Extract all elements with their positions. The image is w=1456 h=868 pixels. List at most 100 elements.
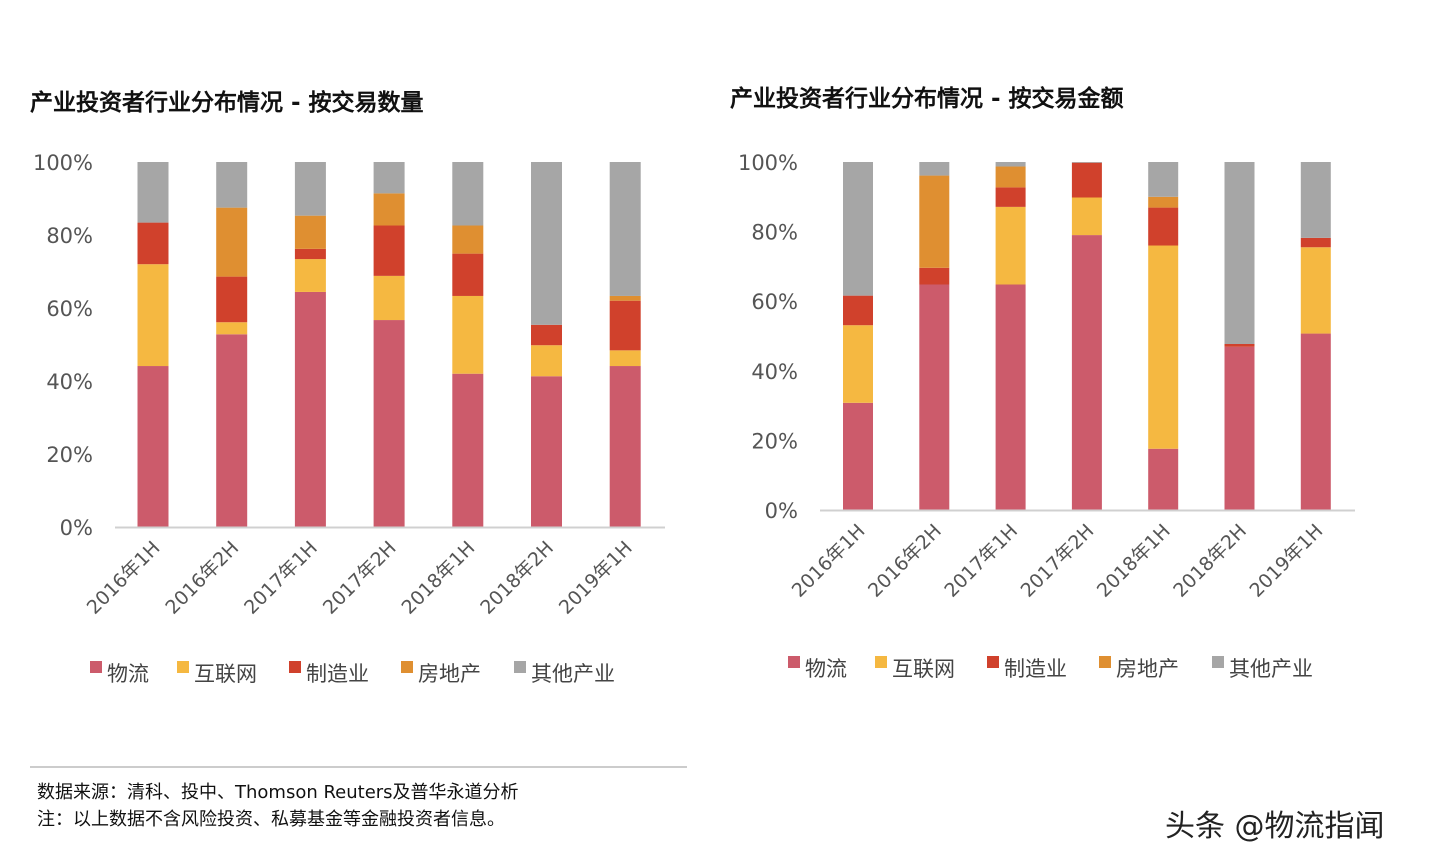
legend-swatch [987, 656, 999, 668]
y-tick-label: 100% [738, 151, 798, 175]
bar-segment [919, 162, 950, 176]
bar-segment [137, 162, 169, 223]
bar-segment [1224, 162, 1255, 345]
bar-segment [373, 225, 405, 276]
bar-segment [1224, 346, 1255, 510]
bar-segment [1148, 448, 1179, 510]
bar-segment [294, 291, 326, 527]
bar-segment [995, 206, 1026, 285]
bar-segment [1071, 197, 1102, 236]
chart-title: 产业投资者行业分布情况 - 按交易金额 [730, 85, 1124, 112]
legend-label: 房地产 [1116, 657, 1179, 681]
bar-segment [609, 300, 641, 351]
bar-segment [609, 162, 641, 296]
bar-segment [609, 366, 641, 527]
legend-swatch [90, 661, 102, 673]
chart-1: 产业投资者行业分布情况 - 按交易数量 0% 20% 40% 60% 80% 100% 201… [30, 89, 665, 686]
y-tick-label: 20% [46, 443, 93, 467]
bar-segment [531, 162, 562, 325]
bar-segment [452, 225, 484, 254]
bar-segment [452, 373, 484, 527]
bar-segment [1300, 237, 1331, 248]
bar-segment [216, 162, 248, 208]
x-tick-label: 2017年2H [1017, 520, 1099, 602]
chart-title: 产业投资者行业分布情况 - 按交易数量 [30, 89, 424, 116]
bar-segment [843, 325, 873, 403]
bar-segment [137, 222, 169, 265]
x-tick-label: 2016年2H [864, 520, 946, 602]
legend-swatch [875, 656, 887, 668]
legend-label: 物流 [107, 662, 149, 686]
bar-segment [1148, 207, 1179, 246]
legend-swatch [289, 661, 301, 673]
legend-swatch [1099, 656, 1111, 668]
bar-segment [995, 162, 1026, 167]
footnote-source: 数据来源：清科、投中、Thomson Reuters及普华永道分析 [37, 782, 519, 803]
bar-segment [1071, 235, 1102, 510]
bar-segment [995, 284, 1026, 510]
y-tick-label: 0% [765, 499, 798, 523]
x-tick-label: 2017年2H [319, 537, 401, 619]
footnote-note: 注：以上数据不含风险投资、私募基金等金融投资者信息。 [37, 809, 505, 830]
x-tick-label: 2016年2H [161, 537, 243, 619]
legend-label: 互联网 [194, 662, 257, 686]
y-tick-label: 80% [46, 224, 93, 248]
bar-segment [995, 187, 1026, 207]
bar-segment [373, 193, 405, 226]
bar-segment [216, 207, 248, 277]
bar-segment [137, 264, 169, 367]
bar-segment [216, 334, 248, 527]
legend-swatch [401, 661, 413, 673]
legend-label: 制造业 [306, 662, 369, 686]
bar-segment [609, 295, 641, 301]
bar-segment [1148, 196, 1179, 208]
legend-label: 其他产业 [1229, 657, 1313, 681]
y-tick-label: 80% [751, 221, 798, 245]
bar-segment [919, 267, 950, 285]
legend-label: 互联网 [892, 657, 955, 681]
bar-segment [137, 366, 169, 527]
x-tick-label: 2019年1H [555, 537, 637, 619]
bar-segment [216, 322, 248, 335]
bar-segment [1148, 245, 1179, 449]
legend-label: 其他产业 [531, 662, 615, 686]
bar-segment [1300, 247, 1331, 334]
x-tick-label: 2018年1H [397, 537, 479, 619]
legend-swatch [788, 656, 800, 668]
y-tick-label: 60% [751, 290, 798, 314]
bar-segment [294, 215, 326, 249]
legend-label: 房地产 [418, 662, 481, 686]
bar-segment [531, 376, 562, 527]
bar-segment [1300, 162, 1331, 238]
legend-label: 制造业 [1004, 657, 1067, 681]
bar-segment [1071, 162, 1102, 163]
y-tick-label: 100% [33, 151, 93, 175]
bar-segment [995, 166, 1026, 188]
bar-segment [373, 162, 405, 194]
watermark: 头条 @物流指闻 [1165, 809, 1385, 844]
y-tick-label: 40% [751, 360, 798, 384]
bar-segment [843, 402, 873, 510]
bar-segment [452, 295, 484, 374]
legend-label: 物流 [805, 657, 847, 681]
bar-segment [919, 175, 950, 268]
x-tick-label: 2017年1H [240, 537, 322, 619]
x-tick-label: 2018年2H [476, 537, 558, 619]
bar-segment [373, 275, 405, 321]
bar-segment [452, 162, 484, 226]
x-tick-label: 2019年1H [1245, 520, 1327, 602]
bar-segment [919, 284, 950, 510]
bar-segment [294, 259, 326, 292]
y-tick-label: 60% [46, 297, 93, 321]
legend-swatch [177, 661, 189, 673]
x-tick-label: 2016年1H [83, 537, 165, 619]
y-tick-label: 0% [60, 516, 93, 540]
chart-2: 产业投资者行业分布情况 - 按交易金额 0% 20% 40% 60% 80% 100% 201… [730, 85, 1355, 681]
bar-segment [294, 248, 326, 260]
x-tick-label: 2018年1H [1093, 520, 1175, 602]
x-tick-label: 2018年2H [1169, 520, 1251, 602]
y-tick-label: 40% [46, 370, 93, 394]
bar-segment [1071, 162, 1102, 198]
bar-segment [843, 295, 873, 326]
